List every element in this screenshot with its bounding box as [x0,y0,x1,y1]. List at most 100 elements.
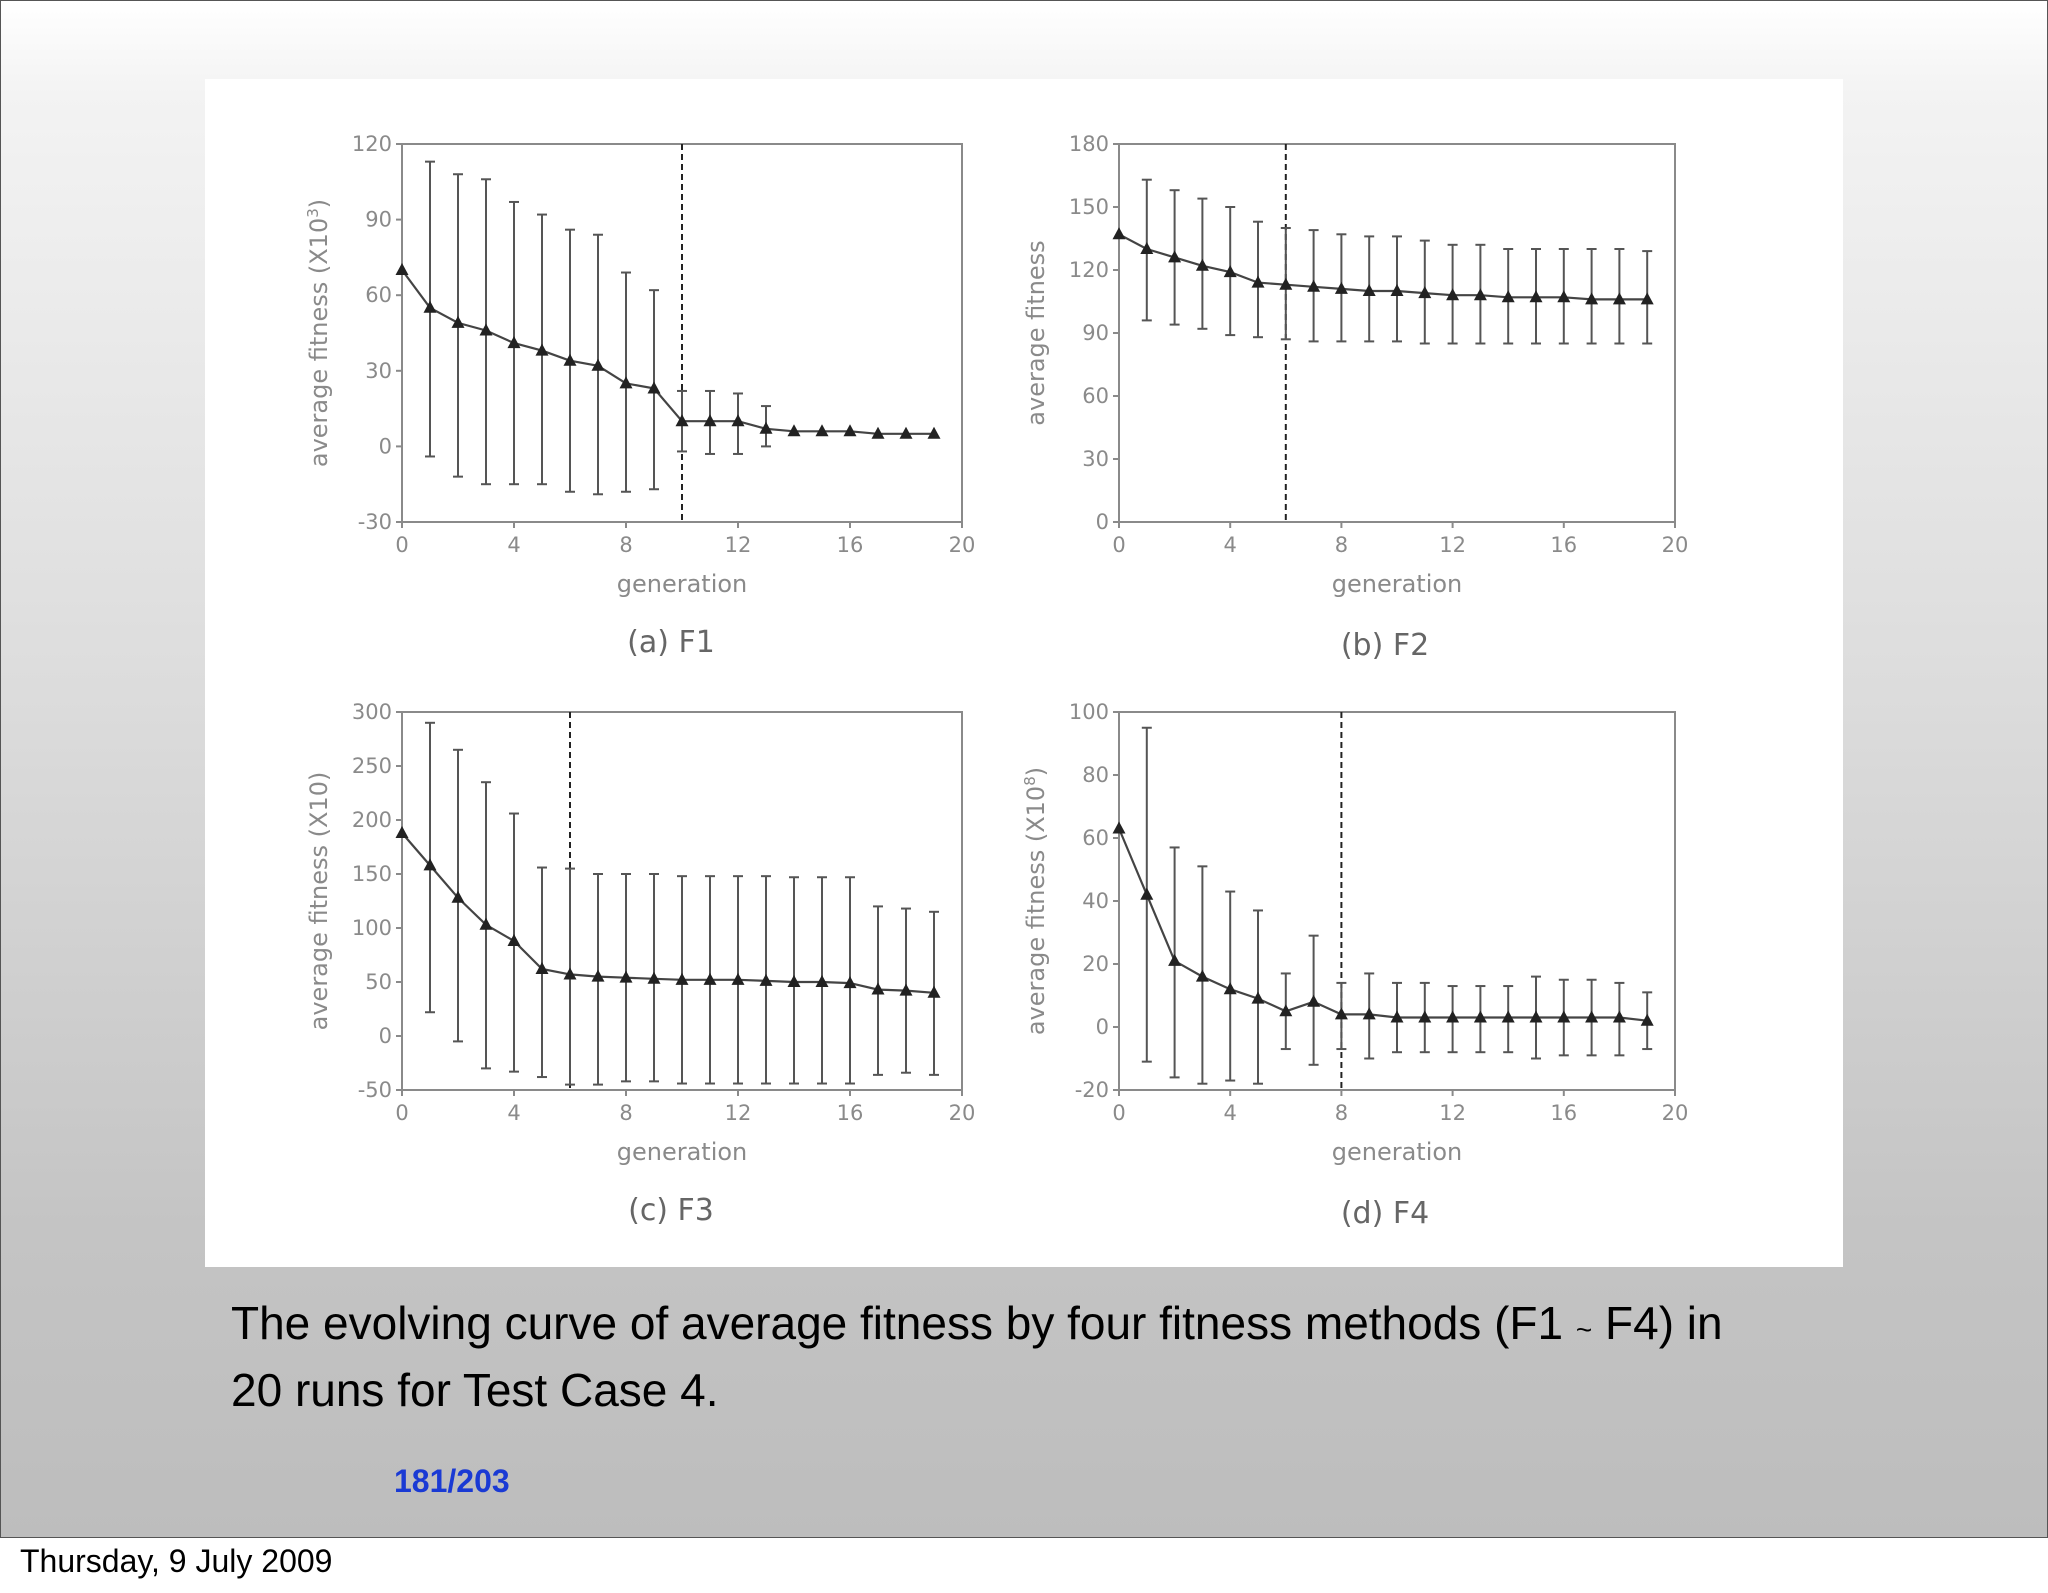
data-point-marker [1418,1010,1432,1023]
data-point-marker [647,971,661,984]
y-tick-label: 60 [1082,826,1109,850]
data-point-marker [1140,887,1154,900]
y-axis-label-end: ) [305,199,333,208]
caption-text-1: The evolving curve of average fitness by… [231,1297,1564,1349]
x-tick-label: 20 [1662,533,1689,557]
x-axis-label: generation [617,570,748,598]
x-tick-label: 4 [507,533,520,557]
y-tick-label: 0 [1096,1015,1109,1039]
data-point-marker [815,975,829,987]
y-axis-label-superscript: 3 [304,208,322,218]
data-point-marker [1334,1007,1348,1020]
data-point-marker [1168,250,1182,263]
data-point-marker [843,976,857,989]
y-tick-label: 40 [1082,889,1109,913]
page-current: 181 [394,1463,448,1499]
series-line [401,832,935,994]
data-point-marker [619,970,633,983]
y-tick-label: 300 [352,700,392,724]
data-point-marker [843,424,857,437]
data-point-marker [1473,1010,1487,1023]
x-tick-label: 12 [725,533,752,557]
data-point-marker [1585,1010,1599,1023]
data-point-marker [535,962,549,975]
data-point-marker [1501,1010,1515,1023]
data-point-marker [1112,227,1126,240]
data-point-marker [1251,991,1265,1004]
data-point-marker [1362,284,1376,296]
plot-frame [401,711,963,1091]
slide: -30 0 30 60 90 120 0 4 8 12 16 20 generation average … [0,0,2048,1538]
data-point-marker [1334,281,1348,294]
data-point-marker [1585,292,1599,305]
data-point-marker [1612,292,1626,305]
data-point-marker [871,426,885,439]
data-point-marker [927,426,941,439]
data-point-marker [815,424,829,437]
y-tick-label: -50 [358,1078,392,1102]
data-point-marker [731,414,745,427]
y-tick-label: 30 [1082,447,1109,471]
y-axis-label-end: ) [1022,767,1050,776]
data-point-marker [1140,242,1154,254]
page-total: 203 [456,1463,510,1499]
data-point-marker [563,353,577,366]
page-separator: / [447,1463,457,1499]
y-axis-label-superscript: 8 [1021,776,1039,786]
data-point-marker [1223,982,1237,995]
y-tick-label: 0 [379,1024,392,1048]
x-tick-label: 8 [619,533,632,557]
data-point-marker [703,972,717,985]
data-point-marker [1390,284,1404,296]
y-axis-label: average fitness [1022,240,1050,425]
y-tick-label: 250 [352,754,392,778]
y-tick-label: 120 [352,132,392,156]
data-point-marker [759,973,773,986]
y-tick-label: 20 [1082,952,1109,976]
data-point-marker [647,381,661,394]
y-tick-label: 0 [1096,510,1109,534]
data-point-marker [1279,277,1293,290]
data-point-marker [1251,275,1265,288]
x-tick-label: 16 [1550,533,1577,557]
data-point-marker [423,858,437,871]
y-tick-label: 150 [1069,195,1109,219]
data-point-marker [1640,1013,1654,1026]
x-tick-label: 16 [837,1101,864,1125]
data-point-marker [1557,1010,1571,1023]
x-tick-label: 12 [1439,533,1466,557]
caption-text-2: F4) in [1592,1297,1723,1349]
panel-caption: (c) F3 [628,1193,714,1228]
panel-caption: (d) F4 [1341,1196,1429,1231]
x-tick-label: 4 [1224,1101,1237,1125]
y-tick-label: 50 [365,970,392,994]
data-point-marker [1195,258,1209,271]
y-tick-label: 80 [1082,763,1109,787]
data-point-marker [1168,953,1182,966]
data-point-marker [703,414,717,427]
data-point-marker [1195,969,1209,982]
y-tick-label: 0 [379,434,392,458]
data-point-marker [759,421,773,434]
data-point-marker [1362,1007,1376,1020]
data-point-marker [451,890,465,903]
data-point-marker [899,983,913,996]
y-tick-label: 120 [1069,258,1109,282]
series-line [401,269,934,435]
x-tick-label: 4 [1224,533,1237,557]
x-tick-label: 20 [1662,1101,1689,1125]
x-tick-label: 12 [1439,1101,1466,1125]
caption-line-2: 20 runs for Test Case 4. [231,1364,719,1416]
y-tick-label: 60 [1082,384,1109,408]
x-tick-label: 16 [837,533,864,557]
y-tick-label: 100 [1069,700,1109,724]
data-point-marker [675,972,689,985]
x-tick-label: 0 [395,1101,408,1125]
data-point-marker [1223,265,1237,278]
data-point-marker [479,917,493,930]
data-point-marker [451,315,465,328]
data-point-marker [1529,1010,1543,1023]
